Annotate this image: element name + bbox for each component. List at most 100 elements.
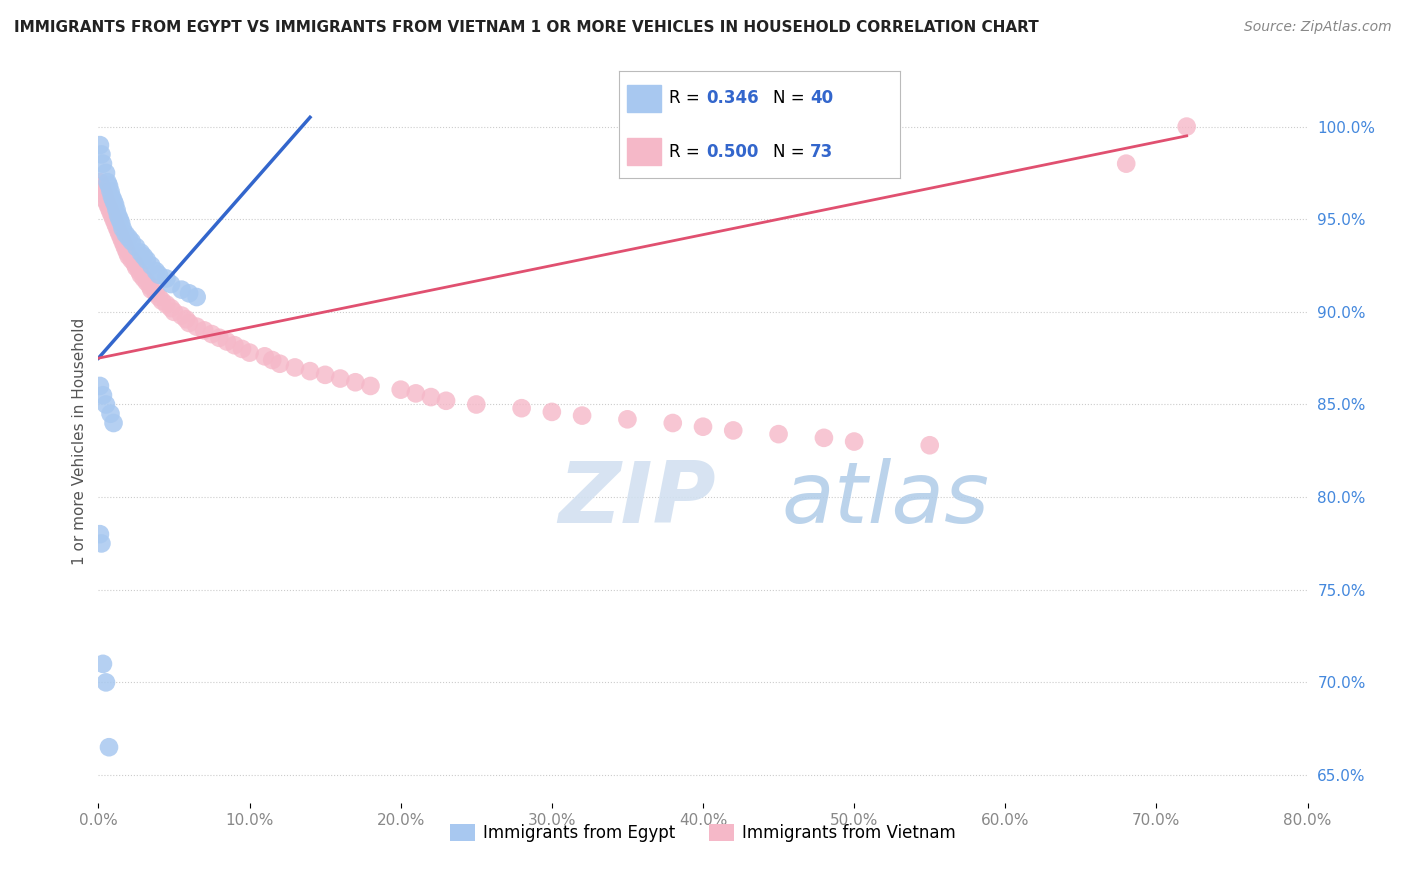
Point	[101, 209, 124, 223]
Text: 0.500: 0.500	[706, 143, 758, 161]
Point	[360, 379, 382, 393]
Point	[96, 197, 118, 211]
Point	[103, 194, 125, 208]
Point	[155, 271, 177, 285]
Point	[616, 412, 638, 426]
Point	[108, 227, 131, 241]
Y-axis label: 1 or more Vehicles in Household: 1 or more Vehicles in Household	[72, 318, 87, 566]
Point	[723, 424, 745, 438]
Point	[105, 219, 128, 234]
Point	[314, 368, 336, 382]
Text: IMMIGRANTS FROM EGYPT VS IMMIGRANTS FROM VIETNAM 1 OR MORE VEHICLES IN HOUSEHOLD: IMMIGRANTS FROM EGYPT VS IMMIGRANTS FROM…	[14, 20, 1039, 35]
Point	[692, 419, 714, 434]
Point	[108, 212, 131, 227]
Point	[125, 240, 148, 254]
Point	[208, 331, 231, 345]
Point	[215, 334, 238, 349]
Point	[111, 221, 134, 235]
Point	[89, 138, 111, 153]
Point	[103, 212, 125, 227]
Point	[118, 249, 141, 263]
Point	[284, 360, 307, 375]
Point	[239, 345, 262, 359]
Point	[918, 438, 941, 452]
Point	[148, 290, 170, 304]
Point	[186, 290, 208, 304]
Point	[125, 260, 148, 275]
Point	[768, 427, 790, 442]
Point	[100, 185, 122, 199]
Point	[98, 178, 121, 193]
Text: N =: N =	[773, 143, 810, 161]
Point	[150, 293, 173, 308]
Point	[174, 312, 197, 326]
Point	[201, 327, 224, 342]
Point	[105, 202, 128, 217]
Point	[179, 316, 201, 330]
Point	[155, 297, 177, 311]
Point	[571, 409, 593, 423]
Point	[91, 185, 114, 199]
Text: Source: ZipAtlas.com: Source: ZipAtlas.com	[1244, 20, 1392, 34]
Point	[94, 166, 117, 180]
Point	[93, 188, 115, 202]
Point	[114, 227, 136, 241]
Point	[104, 216, 127, 230]
Point	[110, 216, 132, 230]
Point	[145, 286, 167, 301]
Point	[813, 431, 835, 445]
Point	[844, 434, 866, 449]
Point	[110, 231, 132, 245]
Point	[129, 268, 152, 282]
Point	[262, 353, 284, 368]
Point	[90, 536, 112, 550]
Point	[100, 407, 122, 421]
Point	[101, 190, 124, 204]
Point	[107, 209, 129, 223]
Point	[91, 657, 114, 671]
Point	[132, 249, 155, 263]
Point	[89, 379, 111, 393]
Point	[434, 393, 457, 408]
Text: R =: R =	[669, 89, 706, 107]
Point	[179, 286, 201, 301]
Point	[98, 201, 121, 215]
Point	[510, 401, 533, 416]
Point	[115, 245, 138, 260]
Point	[224, 338, 246, 352]
Point	[145, 264, 167, 278]
Point	[465, 397, 488, 411]
Point	[107, 223, 129, 237]
Point	[135, 275, 157, 289]
Point	[104, 197, 127, 211]
Point	[299, 364, 322, 378]
Point	[141, 259, 163, 273]
Point	[269, 357, 291, 371]
Point	[170, 283, 193, 297]
Point	[91, 156, 114, 170]
Point	[111, 235, 134, 249]
Point	[420, 390, 443, 404]
Point	[163, 305, 186, 319]
Point	[114, 242, 136, 256]
Point	[91, 388, 114, 402]
Text: N =: N =	[773, 89, 810, 107]
Point	[160, 277, 183, 291]
Point	[1115, 156, 1137, 170]
Legend: Immigrants from Egypt, Immigrants from Vietnam: Immigrants from Egypt, Immigrants from V…	[443, 817, 963, 848]
Text: 0.346: 0.346	[706, 89, 758, 107]
Point	[94, 397, 117, 411]
Point	[124, 257, 146, 271]
Point	[90, 147, 112, 161]
Point	[121, 235, 143, 249]
Point	[89, 175, 111, 189]
Point	[193, 323, 215, 337]
Point	[231, 342, 253, 356]
Point	[128, 264, 150, 278]
Point	[148, 268, 170, 282]
Point	[135, 252, 157, 267]
Point	[103, 416, 125, 430]
Point	[139, 279, 162, 293]
Point	[96, 175, 118, 189]
Point	[94, 194, 117, 208]
